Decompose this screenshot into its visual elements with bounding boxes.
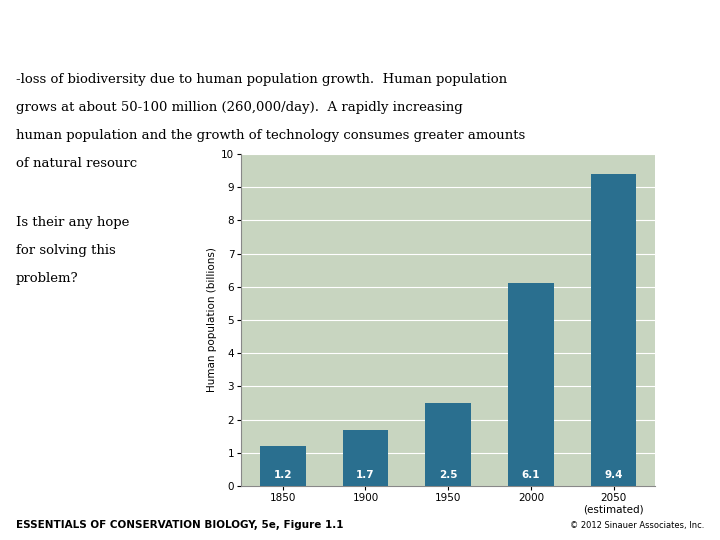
Text: 6.1: 6.1 — [522, 470, 540, 480]
Bar — [260, 446, 305, 486]
Text: -loss of biodiversity due to human population growth.  Human population: -loss of biodiversity due to human popul… — [16, 73, 507, 86]
Y-axis label: Human population (billions): Human population (billions) — [207, 247, 217, 393]
Bar — [508, 284, 554, 486]
Bar — [591, 174, 636, 486]
Text: grows at about 50-100 million (260,000/day).  A rapidly increasing: grows at about 50-100 million (260,000/d… — [16, 101, 462, 114]
Text: ESSENTIALS OF CONSERVATION BIOLOGY, 5e, Figure 1.1: ESSENTIALS OF CONSERVATION BIOLOGY, 5e, … — [16, 520, 343, 530]
Text: problem?: problem? — [16, 272, 78, 285]
Text: © 2012 Sinauer Associates, Inc.: © 2012 Sinauer Associates, Inc. — [570, 521, 704, 530]
Text: 1.2: 1.2 — [274, 470, 292, 480]
Bar — [343, 429, 388, 486]
Text: human population and the growth of technology consumes greater amounts: human population and the growth of techn… — [16, 129, 525, 142]
Bar — [426, 403, 471, 486]
Text: 9.4: 9.4 — [604, 470, 623, 480]
Text: 2.5: 2.5 — [439, 470, 457, 480]
Text: 1.7: 1.7 — [356, 470, 375, 480]
Text: Is their any hope: Is their any hope — [16, 216, 129, 229]
Text: of natural resourc: of natural resourc — [16, 157, 137, 170]
Text: for solving this: for solving this — [16, 244, 116, 257]
